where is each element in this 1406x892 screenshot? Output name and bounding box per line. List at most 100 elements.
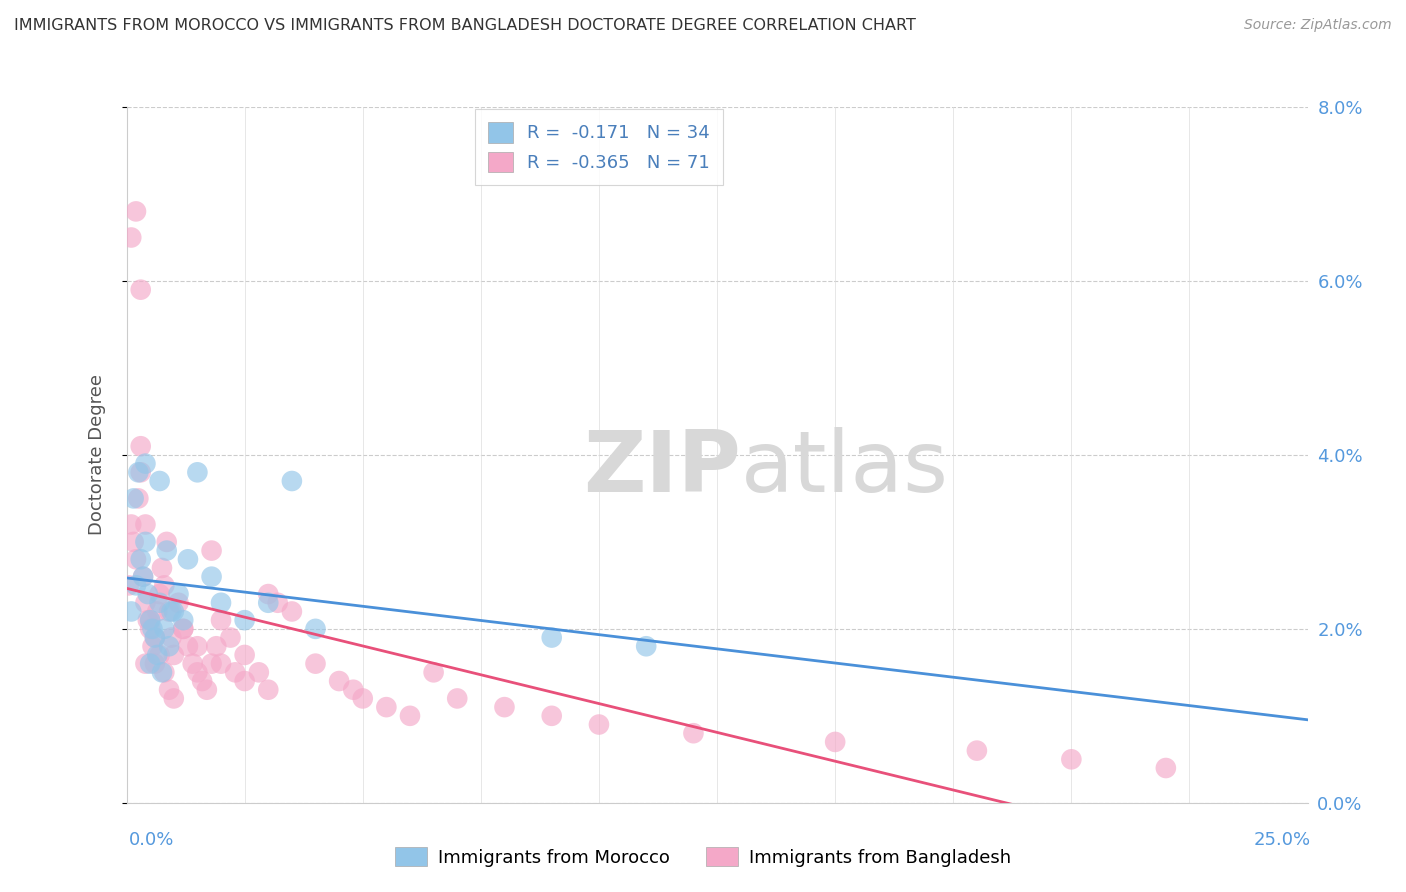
Point bbox=[200, 543, 222, 558]
Point bbox=[132, 570, 155, 584]
Point bbox=[146, 605, 169, 619]
Point bbox=[157, 682, 180, 697]
Point bbox=[219, 631, 242, 645]
Point bbox=[257, 587, 280, 601]
Point bbox=[157, 605, 180, 619]
Point bbox=[125, 578, 148, 592]
Point bbox=[399, 708, 422, 723]
Point bbox=[281, 605, 304, 619]
Point bbox=[446, 691, 468, 706]
Point bbox=[540, 708, 562, 723]
Point bbox=[120, 605, 142, 619]
Point bbox=[494, 700, 516, 714]
Point bbox=[134, 596, 156, 610]
Point bbox=[129, 552, 152, 566]
Point bbox=[375, 700, 398, 714]
Point bbox=[134, 657, 156, 671]
Point bbox=[134, 457, 156, 471]
Point bbox=[200, 657, 222, 671]
Point bbox=[257, 596, 280, 610]
Point bbox=[167, 587, 190, 601]
Point bbox=[824, 735, 846, 749]
Point bbox=[304, 657, 326, 671]
Point bbox=[1060, 752, 1083, 766]
Point bbox=[139, 622, 162, 636]
Point bbox=[149, 648, 172, 662]
Point bbox=[186, 665, 208, 680]
Point bbox=[127, 466, 149, 480]
Point bbox=[177, 639, 200, 653]
Point bbox=[160, 605, 183, 619]
Point bbox=[186, 639, 208, 653]
Point bbox=[157, 639, 180, 653]
Point bbox=[122, 491, 145, 506]
Point bbox=[143, 631, 166, 645]
Point bbox=[149, 474, 172, 488]
Point bbox=[146, 648, 169, 662]
Point bbox=[129, 439, 152, 453]
Point bbox=[588, 717, 610, 731]
Point bbox=[139, 657, 162, 671]
Point bbox=[141, 639, 163, 653]
Point bbox=[141, 622, 163, 636]
Point bbox=[540, 631, 562, 645]
Point bbox=[163, 691, 186, 706]
Point bbox=[342, 682, 364, 697]
Point bbox=[132, 570, 155, 584]
Legend: Immigrants from Morocco, Immigrants from Bangladesh: Immigrants from Morocco, Immigrants from… bbox=[388, 840, 1018, 874]
Point bbox=[167, 596, 190, 610]
Point bbox=[129, 466, 152, 480]
Point bbox=[257, 682, 280, 697]
Point bbox=[328, 674, 350, 689]
Point bbox=[134, 517, 156, 532]
Text: 25.0%: 25.0% bbox=[1253, 831, 1310, 849]
Point bbox=[163, 605, 186, 619]
Point bbox=[153, 578, 176, 592]
Point bbox=[682, 726, 704, 740]
Y-axis label: Doctorate Degree: Doctorate Degree bbox=[87, 375, 105, 535]
Point bbox=[186, 466, 208, 480]
Point bbox=[224, 665, 246, 680]
Point bbox=[422, 665, 444, 680]
Point bbox=[150, 665, 173, 680]
Point bbox=[233, 674, 256, 689]
Point bbox=[267, 596, 290, 610]
Point bbox=[233, 648, 256, 662]
Point bbox=[1154, 761, 1177, 775]
Point bbox=[163, 648, 186, 662]
Point bbox=[205, 639, 228, 653]
Point bbox=[143, 657, 166, 671]
Point bbox=[200, 570, 222, 584]
Point bbox=[233, 613, 256, 627]
Text: ZIP: ZIP bbox=[583, 427, 741, 510]
Point bbox=[136, 613, 159, 627]
Point bbox=[304, 622, 326, 636]
Point bbox=[139, 613, 162, 627]
Text: 0.0%: 0.0% bbox=[129, 831, 174, 849]
Point bbox=[129, 283, 152, 297]
Point bbox=[177, 552, 200, 566]
Point bbox=[149, 587, 172, 601]
Point bbox=[153, 665, 176, 680]
Point bbox=[125, 204, 148, 219]
Point bbox=[120, 230, 142, 244]
Text: Source: ZipAtlas.com: Source: ZipAtlas.com bbox=[1244, 18, 1392, 32]
Point bbox=[156, 535, 179, 549]
Point bbox=[247, 665, 270, 680]
Point bbox=[153, 622, 176, 636]
Point bbox=[172, 613, 194, 627]
Text: IMMIGRANTS FROM MOROCCO VS IMMIGRANTS FROM BANGLADESH DOCTORATE DEGREE CORRELATI: IMMIGRANTS FROM MOROCCO VS IMMIGRANTS FR… bbox=[14, 18, 915, 33]
Point bbox=[149, 596, 172, 610]
Point bbox=[172, 622, 194, 636]
Point bbox=[209, 657, 232, 671]
Point bbox=[636, 639, 658, 653]
Point bbox=[209, 613, 232, 627]
Point bbox=[160, 631, 183, 645]
Point bbox=[127, 491, 149, 506]
Point bbox=[120, 517, 142, 532]
Point bbox=[136, 587, 159, 601]
Point bbox=[118, 578, 141, 592]
Point bbox=[125, 552, 148, 566]
Point bbox=[134, 535, 156, 549]
Point bbox=[122, 535, 145, 549]
